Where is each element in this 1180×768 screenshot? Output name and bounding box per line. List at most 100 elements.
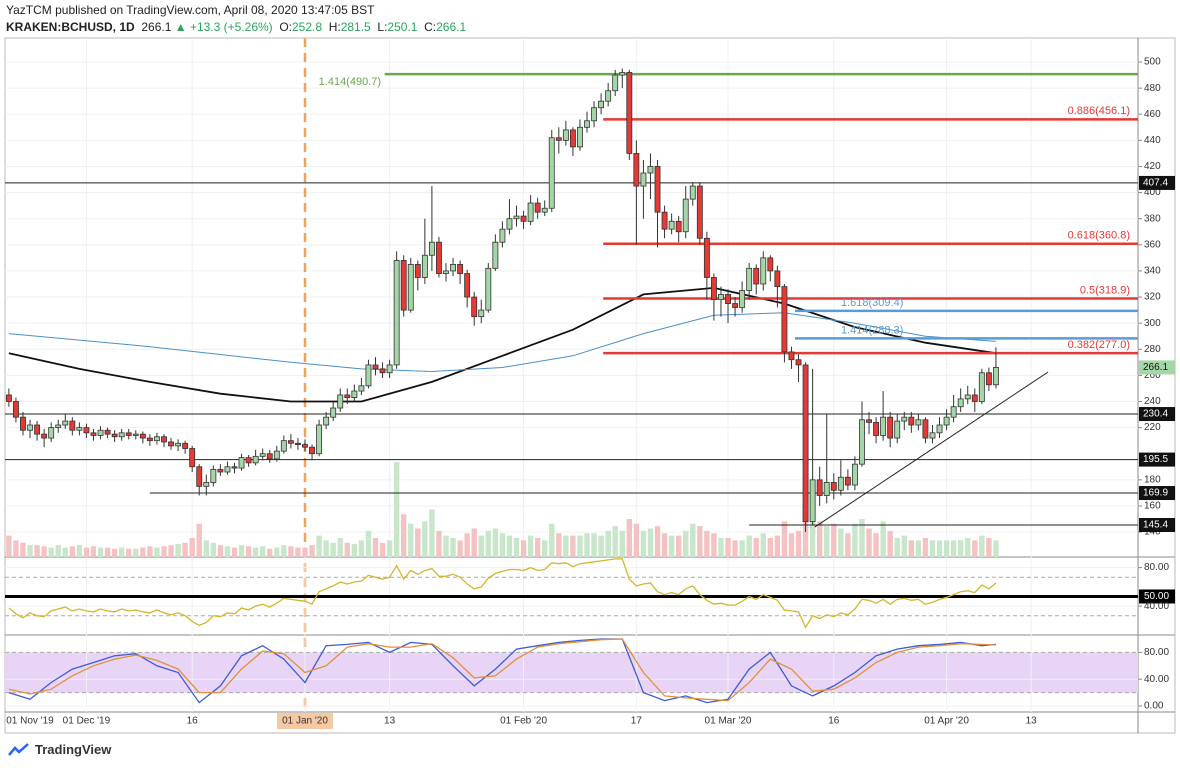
- candle-body: [584, 120, 590, 128]
- x-tick-label: 01 Dec '19: [63, 716, 111, 727]
- candle-body: [725, 294, 731, 304]
- trend-line: [814, 371, 1049, 528]
- volume-bar: [379, 542, 386, 557]
- volume-bar: [619, 530, 625, 557]
- candle-body: [647, 166, 654, 174]
- candle-body: [675, 220, 682, 233]
- x-tick-label: 01 Nov '19: [6, 716, 54, 727]
- candle-body: [400, 260, 407, 311]
- volume-bar: [704, 530, 710, 557]
- volume-bar: [161, 546, 167, 557]
- last-price-label: 266.1: [1143, 362, 1168, 373]
- candle-body: [436, 241, 442, 274]
- volume-bar: [993, 540, 999, 557]
- level-label: 1.414(490.7): [319, 76, 381, 88]
- volume-bar: [781, 521, 788, 557]
- candle-body: [90, 432, 97, 436]
- candle-body: [428, 241, 435, 256]
- volume-bar: [929, 540, 936, 557]
- volume-bar: [471, 528, 477, 557]
- volume-bar: [972, 540, 978, 557]
- x-tick-label: 01 Apr '20: [924, 716, 969, 727]
- candle-body: [866, 419, 872, 423]
- volume-bar: [316, 535, 322, 557]
- change: ▲ +13.3 (+5.26%): [174, 20, 273, 34]
- candle-body: [753, 267, 760, 285]
- candle-body: [62, 420, 69, 426]
- candle-body: [55, 424, 62, 429]
- candle-body: [520, 215, 527, 222]
- y-tick-label: 380: [1144, 213, 1161, 224]
- symbol: KRAKEN:BCHUSD, 1D: [6, 20, 135, 34]
- volume-bar: [189, 538, 195, 557]
- candle-body: [668, 220, 675, 230]
- candle-body: [880, 416, 887, 436]
- volume-bar: [633, 523, 640, 557]
- candle-body: [302, 444, 308, 448]
- volume-bar: [408, 523, 414, 557]
- candle-body: [922, 419, 929, 439]
- level-badge: [1139, 486, 1175, 501]
- level-badge-label: 407.4: [1143, 178, 1168, 189]
- candle-body: [894, 420, 901, 439]
- candle-body: [471, 296, 478, 318]
- candle-body: [696, 185, 703, 239]
- candle-body: [873, 421, 880, 436]
- volume-bar: [824, 526, 830, 557]
- volume-bar: [260, 546, 266, 557]
- candle-body: [830, 482, 837, 491]
- volume-bar: [34, 545, 40, 557]
- volume-bar: [450, 538, 456, 557]
- candle-body: [330, 407, 337, 418]
- volume-bar: [859, 519, 865, 557]
- candle-body: [887, 416, 894, 439]
- volume-bar: [506, 535, 513, 557]
- volume-bar: [13, 540, 19, 557]
- volume-bar: [231, 547, 238, 557]
- y-tick-label: 80.00: [1144, 562, 1169, 573]
- volume-bar: [210, 542, 217, 557]
- candle-body: [450, 264, 456, 272]
- volume-bar: [330, 542, 336, 557]
- candle-body: [816, 479, 823, 496]
- candle-body: [210, 468, 217, 483]
- candle-body: [337, 394, 344, 409]
- y-tick-label: 360: [1144, 239, 1161, 250]
- volume-bar: [386, 540, 393, 557]
- candle-body: [541, 207, 548, 213]
- candle-body: [562, 129, 569, 141]
- candle-body: [802, 364, 809, 523]
- volume-bar: [654, 526, 661, 557]
- volume-bar: [958, 540, 964, 557]
- candle-body: [41, 433, 48, 439]
- x-tick-label: 13: [1026, 716, 1038, 727]
- c-label: C:: [424, 20, 437, 34]
- volume-bar: [986, 538, 992, 557]
- candle-body: [915, 419, 922, 426]
- candle-body: [985, 372, 992, 386]
- volume-bar: [302, 547, 308, 557]
- candle-body: [414, 264, 421, 278]
- candle-body: [682, 198, 689, 233]
- volume-bar: [365, 530, 372, 557]
- volume-bar: [492, 528, 499, 557]
- volume-bar: [154, 547, 160, 557]
- author-line: YazTCM published on TradingView.com, Apr…: [6, 3, 375, 17]
- volume-bar: [224, 546, 231, 557]
- level-label: 1.618(309.4): [841, 297, 903, 309]
- h-label: H:: [328, 20, 341, 34]
- indicator-line: [8, 558, 997, 629]
- indicator-line: [8, 638, 996, 702]
- level-badge-label: 169.9: [1143, 488, 1168, 499]
- candle-body: [978, 372, 985, 402]
- volume-bar: [626, 519, 632, 557]
- volume-bar: [647, 528, 654, 557]
- candle-body: [217, 468, 224, 473]
- candle-body: [393, 260, 400, 366]
- volume-bar: [76, 545, 83, 557]
- candle-body: [273, 450, 280, 460]
- y-tick-label: 420: [1144, 161, 1161, 172]
- candle-body: [238, 457, 245, 469]
- y-tick-label: 180: [1144, 474, 1161, 485]
- logo: [8, 742, 29, 756]
